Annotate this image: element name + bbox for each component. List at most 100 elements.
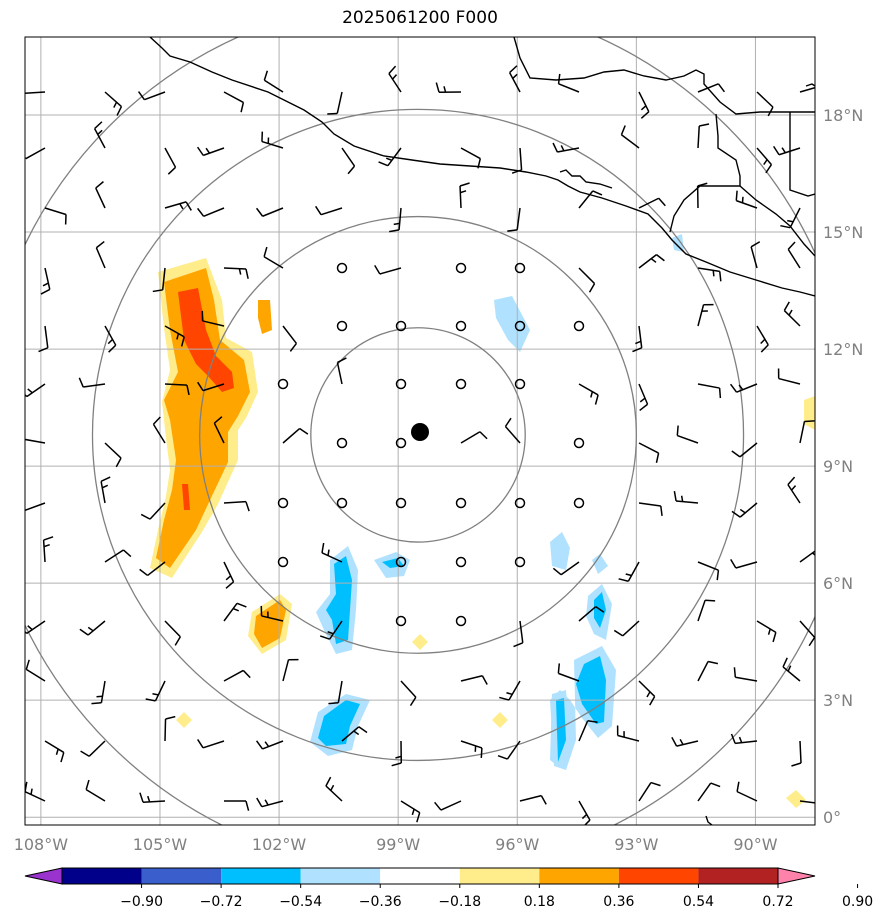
positive-shade-yellow (412, 634, 428, 650)
wind-barb (164, 620, 181, 646)
wind-barb (40, 267, 51, 295)
negative-shade-light (494, 296, 530, 352)
lat-tick-label: 6°N (823, 574, 853, 593)
wind-barb (263, 70, 284, 93)
colorbar-extend-max (777, 867, 816, 885)
colorbar-level-label: 0.54 (683, 894, 714, 910)
wind-barb (25, 383, 46, 398)
wind-barb (25, 91, 46, 94)
storm-center-marker (411, 423, 429, 441)
wind-barb (511, 147, 523, 174)
wind-barb (79, 620, 106, 636)
range-rings (25, 37, 815, 825)
calm-wind-circle (395, 378, 407, 390)
calm-wind-circle (573, 320, 585, 332)
wind-barb (341, 147, 356, 175)
colorbar-box (62, 868, 142, 884)
calm-wind-circle (455, 497, 467, 509)
negative-shade-mid (318, 700, 360, 746)
lat-tick-label: 15°N (823, 223, 863, 242)
wind-barb (137, 91, 166, 101)
wind-barb (223, 500, 250, 512)
wind-barb (25, 438, 46, 444)
colorbar-boxes (24, 867, 816, 885)
wind-barb (557, 663, 580, 682)
colorbar-outline (61, 867, 779, 885)
calm-wind-circle (277, 378, 289, 390)
calm-wind-circle (395, 437, 407, 449)
colorbar-level-label: −0.18 (438, 894, 481, 910)
map-frame (24, 36, 816, 826)
colorbar-extend-min (24, 867, 63, 885)
wind-barb (787, 241, 801, 269)
wind-barb (519, 794, 547, 805)
colorbar-level-label: −0.54 (279, 894, 322, 910)
range-ring (310, 327, 526, 543)
wind-barb (282, 427, 309, 444)
calm-wind-circle (573, 497, 585, 509)
wind-barb (618, 561, 640, 582)
colorbar-level-label: 0.36 (603, 894, 634, 910)
wind-barb (578, 800, 591, 825)
calm-wind-circle (514, 262, 526, 274)
lon-tick-label: 102°W (252, 835, 307, 854)
lat-tick-label: 12°N (823, 340, 863, 359)
calm-wind-circle (514, 320, 526, 332)
wind-barb (223, 800, 250, 811)
wind-barb (791, 740, 802, 767)
range-ring (199, 215, 638, 654)
positive-shade-orange (156, 268, 250, 568)
calm-wind-circle (395, 497, 407, 509)
positive-shade-orange (258, 300, 272, 334)
range-ring (91, 108, 745, 762)
wind-barb (44, 207, 67, 225)
calm-wind-circle (455, 262, 467, 274)
lat-tick-label: 18°N (823, 106, 863, 125)
wind-barb (460, 675, 488, 685)
mexico-pacific-coast (149, 37, 815, 297)
central-america-coast (739, 185, 815, 257)
wind-barb (374, 264, 402, 275)
wind-barb (336, 357, 347, 385)
positive-shade-red (182, 484, 190, 510)
wind-barb (696, 182, 708, 209)
wind-barb (460, 431, 488, 444)
wind-barb (327, 91, 343, 115)
positive-shade-yellow (492, 712, 508, 728)
lat-tick-label: 9°N (823, 457, 853, 476)
calm-wind-circle (277, 556, 289, 568)
wind-barb (400, 800, 421, 823)
calm-wind-circle (514, 378, 526, 390)
colorbar-box (221, 868, 301, 884)
calm-wind-circle (455, 378, 467, 390)
wind-barb (388, 65, 402, 93)
wind-barb (697, 599, 716, 622)
lat-tick-label: 0° (823, 808, 841, 827)
wind-barb (729, 383, 758, 393)
wind-barb (782, 657, 801, 682)
calm-wind-circle (395, 615, 407, 627)
negative-shade-mid (576, 656, 606, 724)
wind-barb (638, 442, 660, 463)
wind-barb (282, 325, 298, 352)
calm-wind-circle (277, 497, 289, 509)
wind-barb (213, 416, 225, 444)
wind-barb (777, 368, 801, 385)
wind-barb (552, 142, 580, 153)
wind-barb (731, 502, 758, 518)
wind-barb (638, 383, 649, 412)
wind-barb (638, 502, 663, 516)
gulf-coast (513, 37, 815, 115)
wind-barb (697, 561, 720, 581)
colorbar-level-label: 0.90 (842, 894, 873, 910)
wind-barb (697, 660, 719, 682)
colorbar-box (141, 868, 222, 884)
calm-wind-circle (336, 497, 348, 509)
wind-barb (223, 602, 247, 622)
wind-barb (632, 325, 643, 353)
calm-wind-circle (336, 437, 348, 449)
colorbar-box (380, 868, 460, 884)
wind-barb (378, 147, 402, 167)
wind-barb (100, 476, 111, 504)
